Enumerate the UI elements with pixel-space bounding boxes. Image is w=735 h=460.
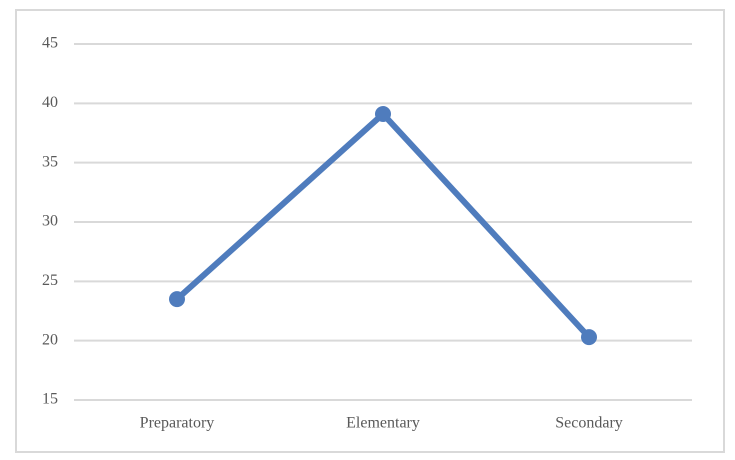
point [169, 291, 185, 308]
y-tick-label: 40 [42, 94, 58, 111]
x-tick-label: Secondary [555, 415, 623, 432]
point [581, 329, 597, 346]
chart-border [15, 9, 725, 453]
y-tick-label: 45 [42, 35, 58, 52]
y-tick-label: 20 [42, 331, 58, 348]
y-tick-label: 15 [42, 391, 58, 408]
y-tick-label: 30 [42, 213, 58, 230]
point [375, 106, 391, 123]
x-tick-label: Preparatory [140, 415, 215, 432]
x-tick-label: Elementary [346, 415, 420, 432]
y-tick-label: 35 [42, 153, 58, 170]
y-tick-label: 25 [42, 272, 58, 289]
